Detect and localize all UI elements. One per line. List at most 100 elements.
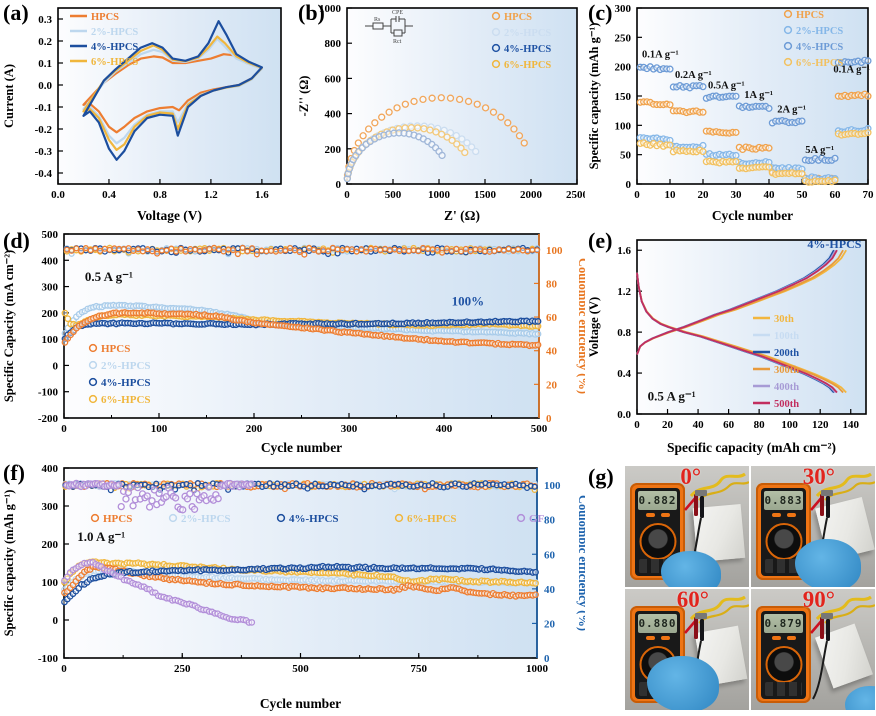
bend-photo-60deg: 60° 0.880 bbox=[625, 589, 749, 710]
svg-text:6%-HPCS: 6%-HPCS bbox=[504, 60, 551, 71]
svg-text:40: 40 bbox=[764, 189, 776, 201]
svg-text:GF: GF bbox=[529, 513, 545, 525]
svg-text:600: 600 bbox=[325, 73, 342, 85]
multimeter-display: 0.880 bbox=[638, 614, 677, 633]
svg-text:6%-HPCS: 6%-HPCS bbox=[101, 394, 151, 406]
svg-text:100: 100 bbox=[151, 423, 168, 435]
svg-text:400: 400 bbox=[42, 463, 59, 475]
svg-text:Rs: Rs bbox=[374, 17, 381, 23]
svg-text:70: 70 bbox=[863, 189, 875, 201]
y-axis-title: Specific capacity (mAh g⁻¹) bbox=[2, 490, 16, 637]
wires-and-probes bbox=[684, 472, 749, 577]
svg-text:300: 300 bbox=[341, 423, 358, 435]
svg-text:200: 200 bbox=[615, 62, 632, 74]
x-axis-title: Cycle number bbox=[261, 440, 342, 455]
svg-text:0: 0 bbox=[634, 419, 640, 431]
svg-text:0.2: 0.2 bbox=[38, 36, 52, 48]
svg-text:400: 400 bbox=[42, 255, 59, 267]
svg-text:80: 80 bbox=[544, 515, 556, 527]
angle-label: 60° bbox=[676, 589, 709, 612]
svg-text:100: 100 bbox=[546, 245, 563, 257]
panel-label-c: (c) bbox=[588, 0, 613, 25]
x-axis-title: Cycle number bbox=[260, 696, 341, 711]
svg-text:0.1: 0.1 bbox=[38, 58, 52, 70]
svg-text:HPCS: HPCS bbox=[91, 12, 119, 23]
svg-text:-0.3: -0.3 bbox=[35, 146, 53, 158]
svg-text:80: 80 bbox=[546, 278, 558, 290]
multimeter-display: 0.882 bbox=[638, 491, 677, 510]
svg-text:30th: 30th bbox=[774, 314, 794, 325]
angle-label: 0° bbox=[680, 466, 702, 489]
rate-series-6%-HPCS bbox=[636, 129, 872, 186]
svg-text:HPCS: HPCS bbox=[101, 343, 130, 355]
angle-label: 30° bbox=[802, 466, 835, 489]
svg-text:0: 0 bbox=[344, 189, 350, 201]
capacity-series-4%-HPCS bbox=[61, 562, 539, 606]
svg-text:1.6: 1.6 bbox=[617, 245, 631, 257]
svg-text:50: 50 bbox=[620, 150, 632, 162]
panel-f-longcycling-chart: (f) 0 250 500 750 1000 -100 0 100 200 300 400 0 20 40… bbox=[0, 460, 585, 716]
legend: 30th 100th 200th 300th 400th 500th bbox=[753, 314, 799, 410]
cv-curve-4%-HPCS bbox=[82, 20, 263, 161]
svg-text:4%-HPCS: 4%-HPCS bbox=[796, 42, 843, 53]
capacity-series-4%-HPCS bbox=[61, 317, 542, 343]
svg-text:200: 200 bbox=[42, 539, 59, 551]
bend-photo-30deg: 30° 0.883 bbox=[751, 466, 875, 587]
svg-text:150: 150 bbox=[615, 91, 632, 103]
svg-text:250: 250 bbox=[174, 663, 191, 675]
gloved-hand bbox=[661, 551, 721, 587]
ce-series-HPCS bbox=[63, 244, 541, 258]
y2-axis-title: Coulombic efficiency (%) bbox=[576, 495, 585, 631]
svg-text:500: 500 bbox=[292, 663, 309, 675]
svg-text:40: 40 bbox=[693, 419, 705, 431]
svg-text:300th: 300th bbox=[774, 365, 799, 376]
svg-text:1500: 1500 bbox=[474, 189, 497, 201]
y-axis-title: Current (A) bbox=[2, 64, 16, 128]
legend: HPCS 2%-HPCS 4%-HPCS 6%-HPCS bbox=[491, 12, 551, 71]
svg-text:0: 0 bbox=[336, 179, 342, 191]
svg-text:100: 100 bbox=[615, 120, 632, 132]
multimeter-keypad bbox=[765, 559, 802, 573]
angle-label: 90° bbox=[802, 589, 835, 612]
svg-text:1.2: 1.2 bbox=[617, 286, 631, 298]
capacity-series-HPCS bbox=[61, 309, 542, 350]
svg-text:40: 40 bbox=[546, 346, 558, 358]
panel-label-d: (d) bbox=[3, 228, 30, 253]
panel-d-cycling-chart: (d) 0 100 200 300 400 500 -200 -100 0 100 200 300 40… bbox=[0, 228, 585, 460]
legend: HPCS 2%-HPCS 4%-HPCS 6%-HPCS GF bbox=[90, 513, 545, 525]
svg-text:200: 200 bbox=[42, 308, 59, 320]
svg-text:20: 20 bbox=[544, 618, 556, 630]
svg-text:1000: 1000 bbox=[428, 189, 451, 201]
svg-text:250: 250 bbox=[615, 32, 632, 44]
multimeter-face: 0.879 bbox=[761, 611, 806, 699]
svg-text:-0.4: -0.4 bbox=[35, 168, 53, 180]
svg-text:-100: -100 bbox=[38, 653, 59, 665]
panel-label-e: (e) bbox=[588, 228, 613, 253]
rate-series-4%-HPCS bbox=[636, 56, 872, 165]
multimeter-buttons bbox=[635, 636, 680, 640]
svg-text:40: 40 bbox=[544, 584, 556, 596]
nyquist-arc-4%-HPCS bbox=[343, 129, 446, 183]
longcycling-chart-svg: 0 250 500 750 1000-1000100200300400020406080… bbox=[2, 463, 585, 711]
x-axis-title: Voltage (V) bbox=[137, 208, 202, 223]
svg-text:6%-HPCS: 6%-HPCS bbox=[407, 513, 457, 525]
svg-text:0: 0 bbox=[53, 360, 59, 372]
svg-text:2%-HPCS: 2%-HPCS bbox=[181, 513, 231, 525]
svg-text:-0.1: -0.1 bbox=[35, 102, 52, 114]
svg-text:60: 60 bbox=[544, 549, 556, 561]
svg-text:100th: 100th bbox=[774, 331, 799, 342]
svg-text:0.8: 0.8 bbox=[153, 189, 167, 201]
svg-text:200: 200 bbox=[246, 423, 263, 435]
svg-text:HPCS: HPCS bbox=[504, 12, 532, 23]
panel-c-rate-chart: (c) 0 10 20 30 40 50 60 70 0 50 100 150 200 250 300 Cyc… bbox=[585, 0, 876, 228]
cv-chart-svg: 0.0 0.4 0.8 1.2 1.6 -0.4 -0.3 -0.2 -0.1 0.0 0.1 0.2… bbox=[2, 7, 282, 223]
svg-text:300: 300 bbox=[42, 282, 59, 294]
panel-label-a: (a) bbox=[3, 0, 29, 25]
bend-photo-grid: 0° 0.882 30° 0.883 bbox=[625, 466, 875, 712]
annotation: 100% bbox=[452, 293, 485, 308]
svg-text:60: 60 bbox=[723, 419, 735, 431]
rate-chart-svg: 0 10 20 30 40 50 60 70 0 50 100 150 200 250 300 Cycle n… bbox=[587, 3, 875, 223]
svg-text:0.4: 0.4 bbox=[617, 368, 631, 380]
